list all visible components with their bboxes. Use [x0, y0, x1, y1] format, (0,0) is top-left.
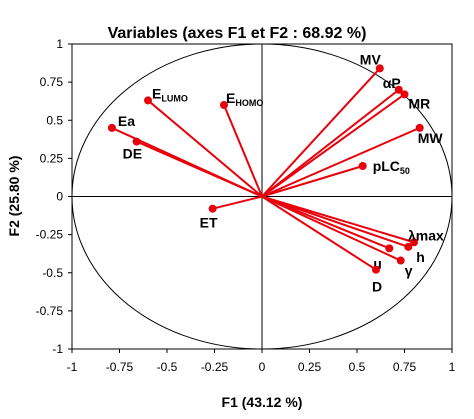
point-label: DE	[123, 146, 142, 162]
loading-point	[400, 90, 409, 99]
y-tick-label: -0.25	[36, 228, 64, 242]
loading-point	[410, 238, 418, 247]
loading-point	[396, 256, 405, 265]
loading-point	[358, 162, 367, 170]
y-axis-title: F2 (25.80 %)	[6, 156, 22, 237]
y-tick-label: 0	[56, 190, 63, 204]
loading-point	[132, 137, 141, 146]
loading-vector	[261, 195, 402, 262]
x-axis-title: F1 (43.12 %)	[222, 394, 303, 410]
y-tick-label: 0.5	[46, 113, 63, 127]
point-label: γ	[405, 263, 413, 279]
loading-point	[415, 123, 424, 132]
point-label: ELUMO	[152, 85, 188, 103]
point-label: λmax	[408, 227, 444, 243]
point-label: pLC50	[373, 158, 410, 176]
point-label: D	[372, 279, 382, 295]
loading-vector	[212, 195, 263, 210]
point-label: Ea	[118, 113, 135, 129]
point-label: μ	[373, 255, 382, 271]
x-tick-label: 0.75	[393, 360, 417, 374]
x-tick-label: 0	[259, 360, 266, 374]
x-tick-label: 1	[449, 360, 456, 374]
point-label: ET	[200, 215, 218, 231]
loading-vector	[136, 140, 263, 198]
loading-point	[107, 123, 116, 132]
y-tick-label: -1	[52, 342, 63, 356]
loading-point	[404, 242, 413, 251]
loading-point	[144, 96, 152, 105]
loading-point	[208, 204, 217, 213]
y-tick-label: 0.25	[40, 151, 64, 165]
point-label: MR	[409, 95, 431, 111]
y-tick-label: -0.5	[42, 266, 63, 280]
loading-vector	[261, 195, 377, 271]
loading-vector	[261, 67, 381, 198]
point-label: h	[416, 249, 425, 265]
loading-point	[220, 101, 228, 109]
point-label: αP	[383, 75, 401, 91]
y-tick-label: 0.75	[40, 75, 64, 89]
point-label: EHOMO	[226, 90, 263, 108]
loading-vector	[261, 165, 363, 198]
loading-vector	[147, 99, 263, 198]
x-tick-label: -0.5	[157, 360, 178, 374]
x-tick-label: -1	[67, 360, 78, 374]
loading-vector	[261, 195, 415, 244]
x-tick-label: 0.5	[349, 360, 366, 374]
point-label: MV	[360, 51, 382, 67]
loading-vector	[261, 195, 390, 250]
point-label: MW	[418, 130, 444, 146]
loading-vector	[261, 93, 406, 198]
loading-vector	[261, 195, 409, 248]
chart-title: Variables (axes F1 et F2 : 68.92 %)	[108, 25, 367, 42]
x-tick-label: 0.25	[298, 360, 322, 374]
x-tick-label: -0.25	[201, 360, 229, 374]
loading-vector	[261, 126, 421, 198]
loading-point	[372, 265, 380, 274]
loading-vector	[223, 104, 263, 197]
loading-point	[394, 85, 403, 94]
loading-point	[375, 64, 384, 73]
loading-vector	[261, 88, 400, 198]
x-tick-label: -0.75	[106, 360, 134, 374]
loading-point	[385, 244, 394, 253]
y-tick-label: 1	[56, 37, 63, 51]
plot-area: -1 -0.75 -0.5 -0.25 0 0.25 0.5 0.75 1 -1 -0.75 -0.5…	[36, 37, 456, 374]
y-tick-label: -0.75	[36, 304, 64, 318]
